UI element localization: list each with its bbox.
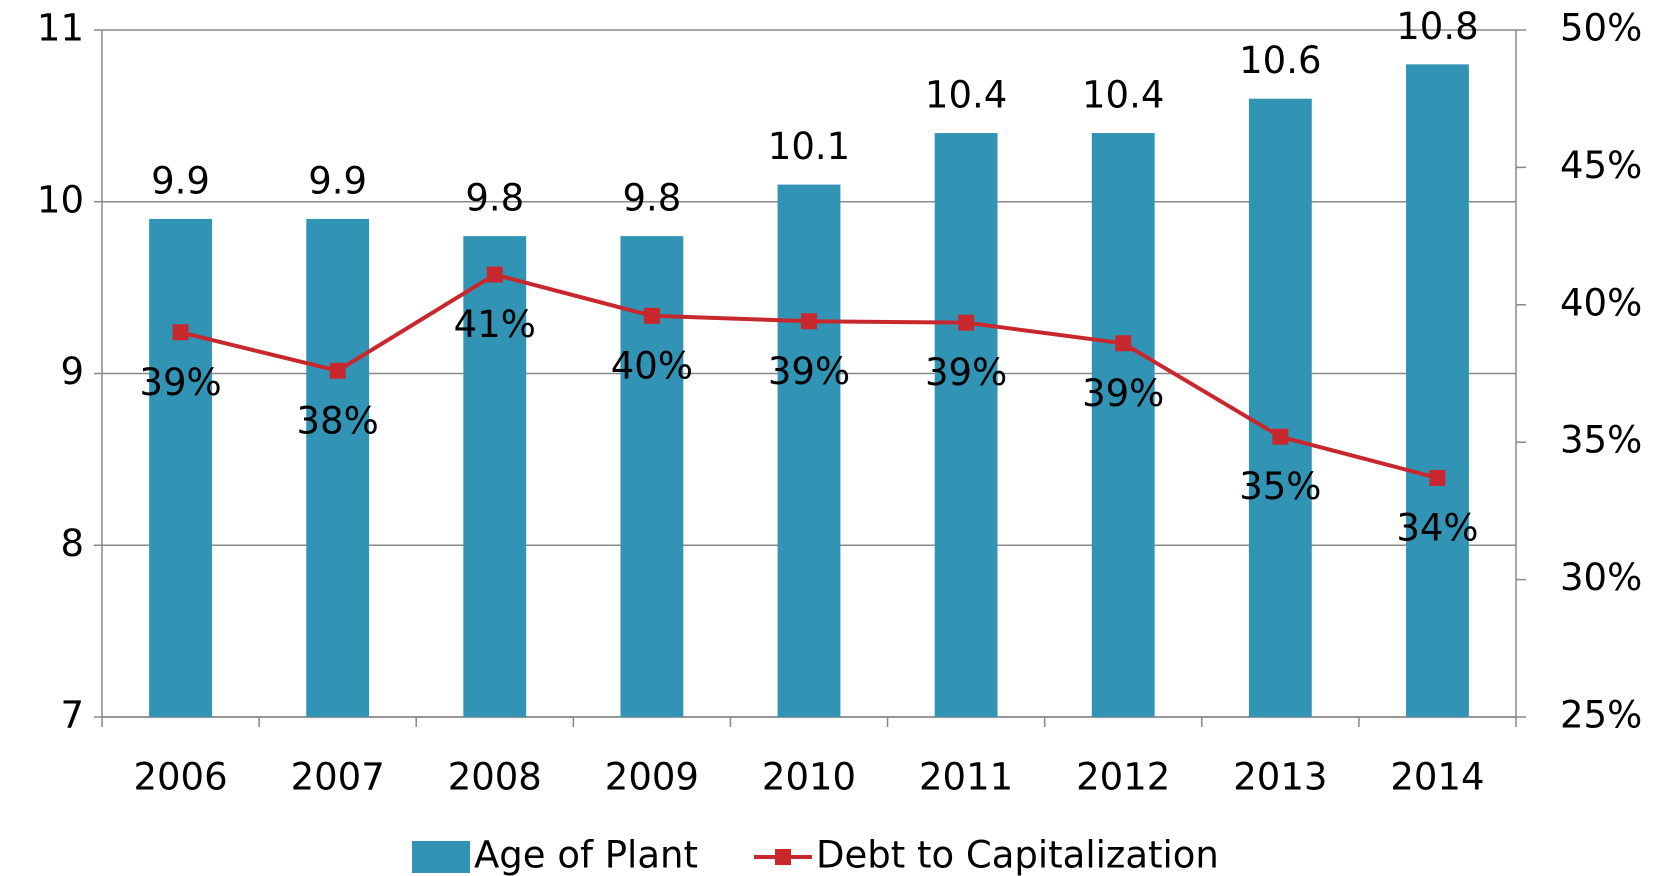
x-tick-label: 2008 — [448, 756, 542, 799]
bar — [149, 218, 212, 718]
legend-marker — [774, 849, 791, 865]
bar — [306, 218, 370, 718]
legend-swatch — [412, 841, 470, 873]
line-value-label: 35% — [1239, 465, 1321, 508]
y-tick-label: 11 — [37, 7, 84, 50]
y-tick-label: 10 — [37, 178, 84, 221]
line-value-label: 39% — [1082, 372, 1164, 415]
y2-tick-label: 35% — [1560, 419, 1642, 462]
line-marker — [643, 307, 660, 324]
x-tick-label: 2014 — [1390, 756, 1484, 799]
x-tick-label: 2012 — [1076, 756, 1170, 799]
x-tick-label: 2006 — [133, 756, 227, 799]
line-value-label: 34% — [1396, 506, 1478, 549]
y2-tick-label: 40% — [1560, 281, 1642, 324]
line-marker — [486, 266, 503, 283]
bar-value-label: 9.9 — [308, 159, 367, 202]
y-tick-label: 9 — [60, 350, 84, 393]
y2-tick-label: 25% — [1560, 694, 1642, 737]
line-value-label: 39% — [925, 351, 1007, 394]
x-tick-label: 2013 — [1233, 756, 1327, 799]
line-marker — [1429, 469, 1446, 486]
bar — [463, 236, 527, 717]
line-value-label: 38% — [297, 399, 379, 442]
bar — [1248, 98, 1312, 717]
line-value-label: 39% — [768, 350, 850, 393]
line-value-label: 40% — [611, 344, 693, 387]
line-value-label: 39% — [139, 361, 221, 404]
bar — [1091, 133, 1155, 718]
line-marker — [172, 324, 189, 341]
bar-value-label: 10.1 — [768, 125, 850, 168]
bar-value-label: 9.9 — [151, 159, 210, 202]
x-tick-label: 2010 — [762, 756, 856, 799]
bar-value-label: 9.8 — [622, 177, 681, 220]
y-tick-label: 8 — [60, 522, 84, 565]
line-marker — [958, 314, 975, 331]
x-tick-label: 2007 — [291, 756, 385, 799]
bar — [1406, 64, 1469, 718]
line-marker — [329, 362, 346, 379]
y2-tick-label: 50% — [1560, 7, 1642, 50]
bar-value-label: 9.8 — [465, 177, 524, 220]
x-tick-label: 2009 — [605, 756, 699, 799]
line-marker — [801, 313, 817, 330]
line-marker — [1115, 335, 1132, 352]
legend-label: Age of Plant — [474, 834, 698, 876]
y-tick-label: 7 — [60, 694, 84, 737]
bar-value-label: 10.6 — [1239, 39, 1321, 82]
legend-label: Debt to Capitalization — [816, 834, 1219, 876]
x-tick-label: 2011 — [919, 756, 1013, 799]
y2-tick-label: 30% — [1560, 556, 1642, 599]
line-value-label: 41% — [454, 303, 536, 346]
bar-value-label: 10.4 — [925, 74, 1007, 117]
bar — [777, 184, 841, 717]
bar-value-label: 10.4 — [1082, 74, 1164, 117]
bar — [934, 133, 998, 718]
line-marker — [1272, 428, 1289, 445]
bar-value-label: 10.8 — [1396, 5, 1478, 48]
y2-tick-label: 45% — [1560, 144, 1642, 187]
